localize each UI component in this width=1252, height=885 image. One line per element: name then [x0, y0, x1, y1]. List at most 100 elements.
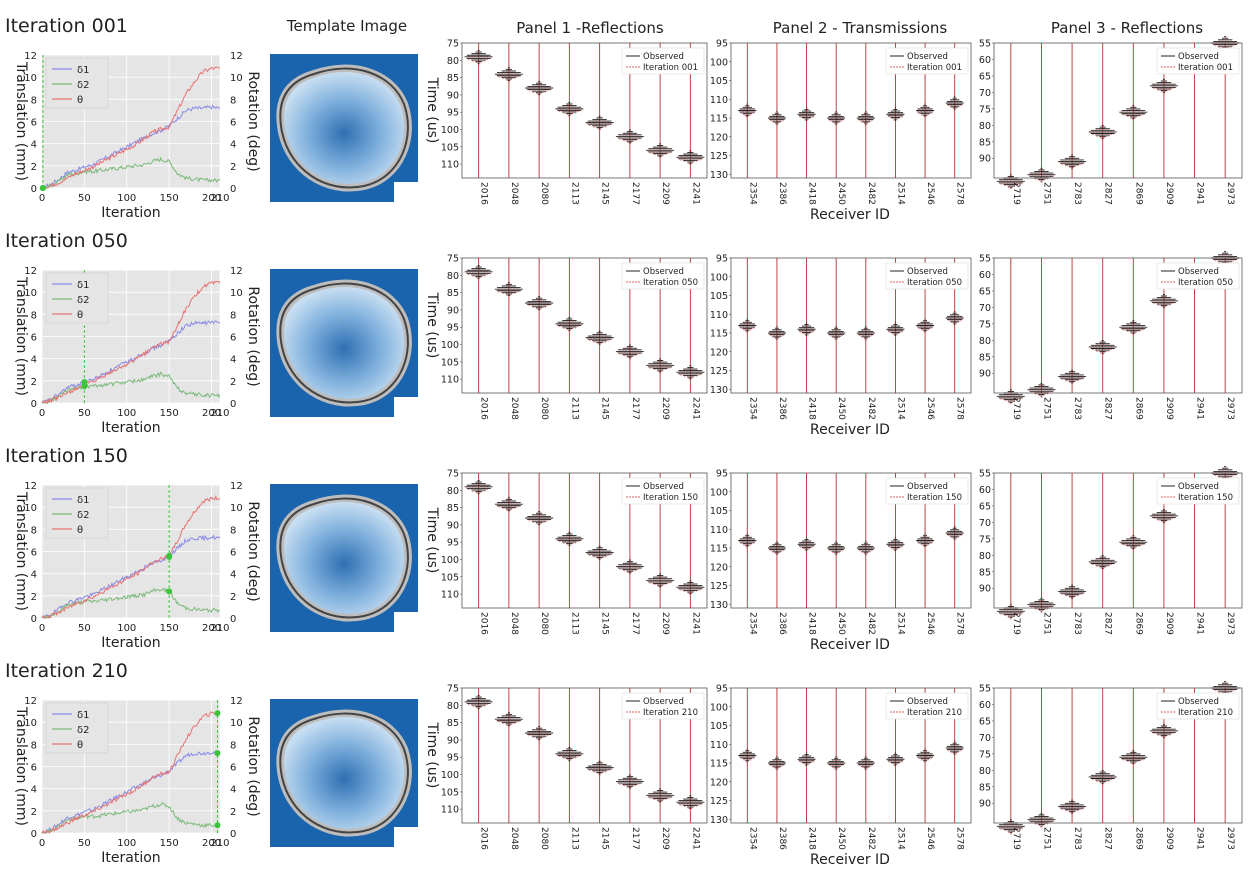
waveform-panel-2: 95 100 105 110 115 120 125 130 2354 2386 2418 2450 2…	[710, 254, 972, 420]
receiver-tick-label: 2418	[807, 612, 817, 635]
time-tick-label: 110	[710, 95, 728, 106]
legend-label-iteration: Iteration 050	[907, 278, 962, 288]
y2-tick-label: 4	[230, 570, 236, 581]
receiver-axis-label: Receiver ID	[810, 207, 890, 223]
y-tick-label: 0	[31, 399, 37, 410]
iteration-marker-point	[39, 185, 46, 191]
receiver-tick-label: 2177	[630, 612, 640, 635]
receiver-tick-label: 2386	[777, 827, 787, 850]
waveform-panel-1: 75 80 85 90 95 100 105 110 2016 2048 2080 2113 2145 2…	[441, 254, 708, 420]
receiver-tick-label: 2482	[866, 827, 876, 850]
receiver-tick-label: 2546	[925, 827, 935, 850]
y2-tick-label: 2	[230, 807, 236, 818]
iteration-marker-point	[214, 750, 221, 757]
y-tick-label: 4	[31, 570, 37, 581]
waveform-panel-2: 95 100 105 110 115 120 125 130 2354 2386 2418 2450 2…	[710, 39, 972, 205]
legend-label-iteration: Iteration 001	[907, 63, 962, 73]
time-tick-label: 75	[447, 469, 459, 480]
time-tick-label: 80	[979, 336, 991, 347]
series-line-1	[41, 534, 221, 619]
panel-legend	[885, 262, 969, 290]
time-tick-label: 90	[447, 305, 459, 316]
time-tick-label: 85	[979, 782, 991, 793]
y2-tick-label: 10	[230, 288, 243, 299]
time-tick-label: 65	[979, 716, 991, 727]
template-tissue	[284, 286, 405, 399]
receiver-tick-label: 2418	[807, 827, 817, 850]
y-tick-label: 8	[31, 740, 37, 751]
time-tick-label: 60	[979, 270, 991, 281]
receiver-tick-label: 2016	[479, 827, 489, 850]
column-title-panel1: Panel 1 -Reflections	[516, 19, 664, 37]
panel-legend	[885, 692, 969, 720]
time-tick-label: 75	[979, 319, 991, 330]
receiver-tick-label: 2869	[1133, 612, 1143, 635]
time-tick-label: 60	[979, 55, 991, 66]
receiver-tick-label: 2941	[1195, 612, 1205, 635]
time-tick-label: 100	[710, 272, 728, 283]
receiver-tick-label: 2145	[600, 827, 610, 850]
receiver-tick-label: 2113	[569, 182, 579, 205]
receiver-tick-label: 2869	[1133, 827, 1143, 850]
time-axis-label: Time (us)	[424, 507, 440, 574]
column-title-panel3: Panel 3 - Reflections	[1051, 19, 1203, 37]
time-tick-label: 100	[710, 702, 728, 713]
y2-tick-label: 6	[230, 118, 236, 129]
receiver-tick-label: 2113	[569, 612, 579, 635]
template-tissue	[284, 501, 405, 614]
receiver-tick-label: 2719	[1011, 182, 1021, 205]
iteration-marker-point	[166, 588, 173, 595]
iteration-title: Iteration 050	[5, 230, 128, 252]
panel-legend	[885, 47, 969, 75]
y2-tick-label: 12	[230, 696, 243, 707]
panel-legend	[885, 477, 969, 505]
x-tick-label: 210	[210, 623, 229, 634]
receiver-tick-label: 2783	[1072, 182, 1082, 205]
iteration-marker-point	[81, 382, 88, 389]
time-tick-label: 105	[441, 357, 459, 368]
legend-label: δ2	[77, 80, 89, 91]
time-tick-label: 125	[710, 796, 728, 807]
time-tick-label: 120	[710, 562, 728, 573]
receiver-tick-label: 2113	[569, 397, 579, 420]
receiver-tick-label: 2827	[1103, 827, 1113, 850]
template-corner-patch	[394, 397, 418, 417]
receiver-tick-label: 2973	[1225, 827, 1235, 850]
receiver-tick-label: 2145	[600, 182, 610, 205]
series-line-3	[41, 711, 221, 834]
time-tick-label: 65	[979, 71, 991, 82]
y2-tick-label: 10	[230, 503, 243, 514]
legend-label-observed: Observed	[907, 697, 948, 707]
time-axis-label: Time (us)	[424, 77, 440, 144]
receiver-tick-label: 2783	[1072, 612, 1082, 635]
time-tick-label: 105	[710, 506, 728, 517]
time-tick-label: 100	[710, 57, 728, 68]
motion-legend	[45, 487, 109, 539]
y2-tick-label: 0	[230, 184, 236, 195]
y2-tick-label: 4	[230, 785, 236, 796]
y-axis-label: Translation (mm)	[13, 706, 29, 826]
waveform-panel-1: 75 80 85 90 95 100 105 110 2016 2048 2080 2113 2145 2…	[441, 684, 708, 850]
y-tick-label: 8	[31, 525, 37, 536]
y2-tick-label: 0	[230, 829, 236, 840]
time-tick-label: 110	[441, 805, 459, 816]
y2-tick-label: 8	[230, 740, 236, 751]
time-tick-label: 70	[979, 733, 991, 744]
y-tick-label: 4	[31, 355, 37, 366]
legend-label-observed: Observed	[907, 267, 948, 277]
y-tick-label: 6	[31, 763, 37, 774]
time-tick-label: 90	[447, 90, 459, 101]
series-line-3	[41, 66, 221, 189]
x-tick-label: 0	[39, 408, 45, 419]
receiver-tick-label: 2514	[895, 827, 905, 850]
motion-legend	[45, 57, 109, 109]
template-corner-patch	[394, 182, 418, 202]
y-tick-label: 0	[31, 614, 37, 625]
time-tick-label: 80	[979, 121, 991, 132]
x-tick-label: 150	[160, 838, 179, 849]
time-tick-label: 100	[441, 340, 459, 351]
x-tick-label: 200	[202, 408, 221, 419]
legend-label-observed: Observed	[643, 267, 684, 277]
time-tick-label: 65	[979, 501, 991, 512]
waveform-panel-2: 95 100 105 110 115 120 125 130 2354 2386 2418 2450 2…	[710, 684, 972, 850]
